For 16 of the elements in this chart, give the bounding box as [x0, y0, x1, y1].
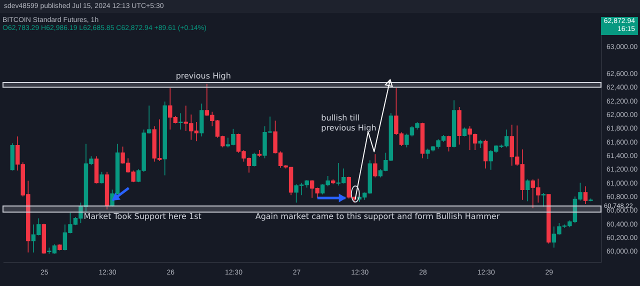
annotation: Market Took Support here 1st [84, 212, 202, 221]
candlestick [583, 186, 588, 204]
annotation: previous High [176, 72, 231, 81]
annotation: Again market came to this support and form Bullish Hammer [255, 212, 500, 221]
candlestick [100, 171, 104, 184]
candlestick [252, 152, 256, 167]
candlestick [373, 154, 378, 178]
candlestick [541, 192, 546, 208]
candlestick [178, 112, 183, 130]
annotation: bullish till previous High [321, 114, 376, 133]
candlestick [257, 150, 262, 158]
candlestick [94, 156, 99, 184]
candlestick [483, 139, 488, 169]
candlestick [526, 179, 530, 202]
candlestick [446, 135, 451, 152]
candlestick [200, 103, 204, 137]
